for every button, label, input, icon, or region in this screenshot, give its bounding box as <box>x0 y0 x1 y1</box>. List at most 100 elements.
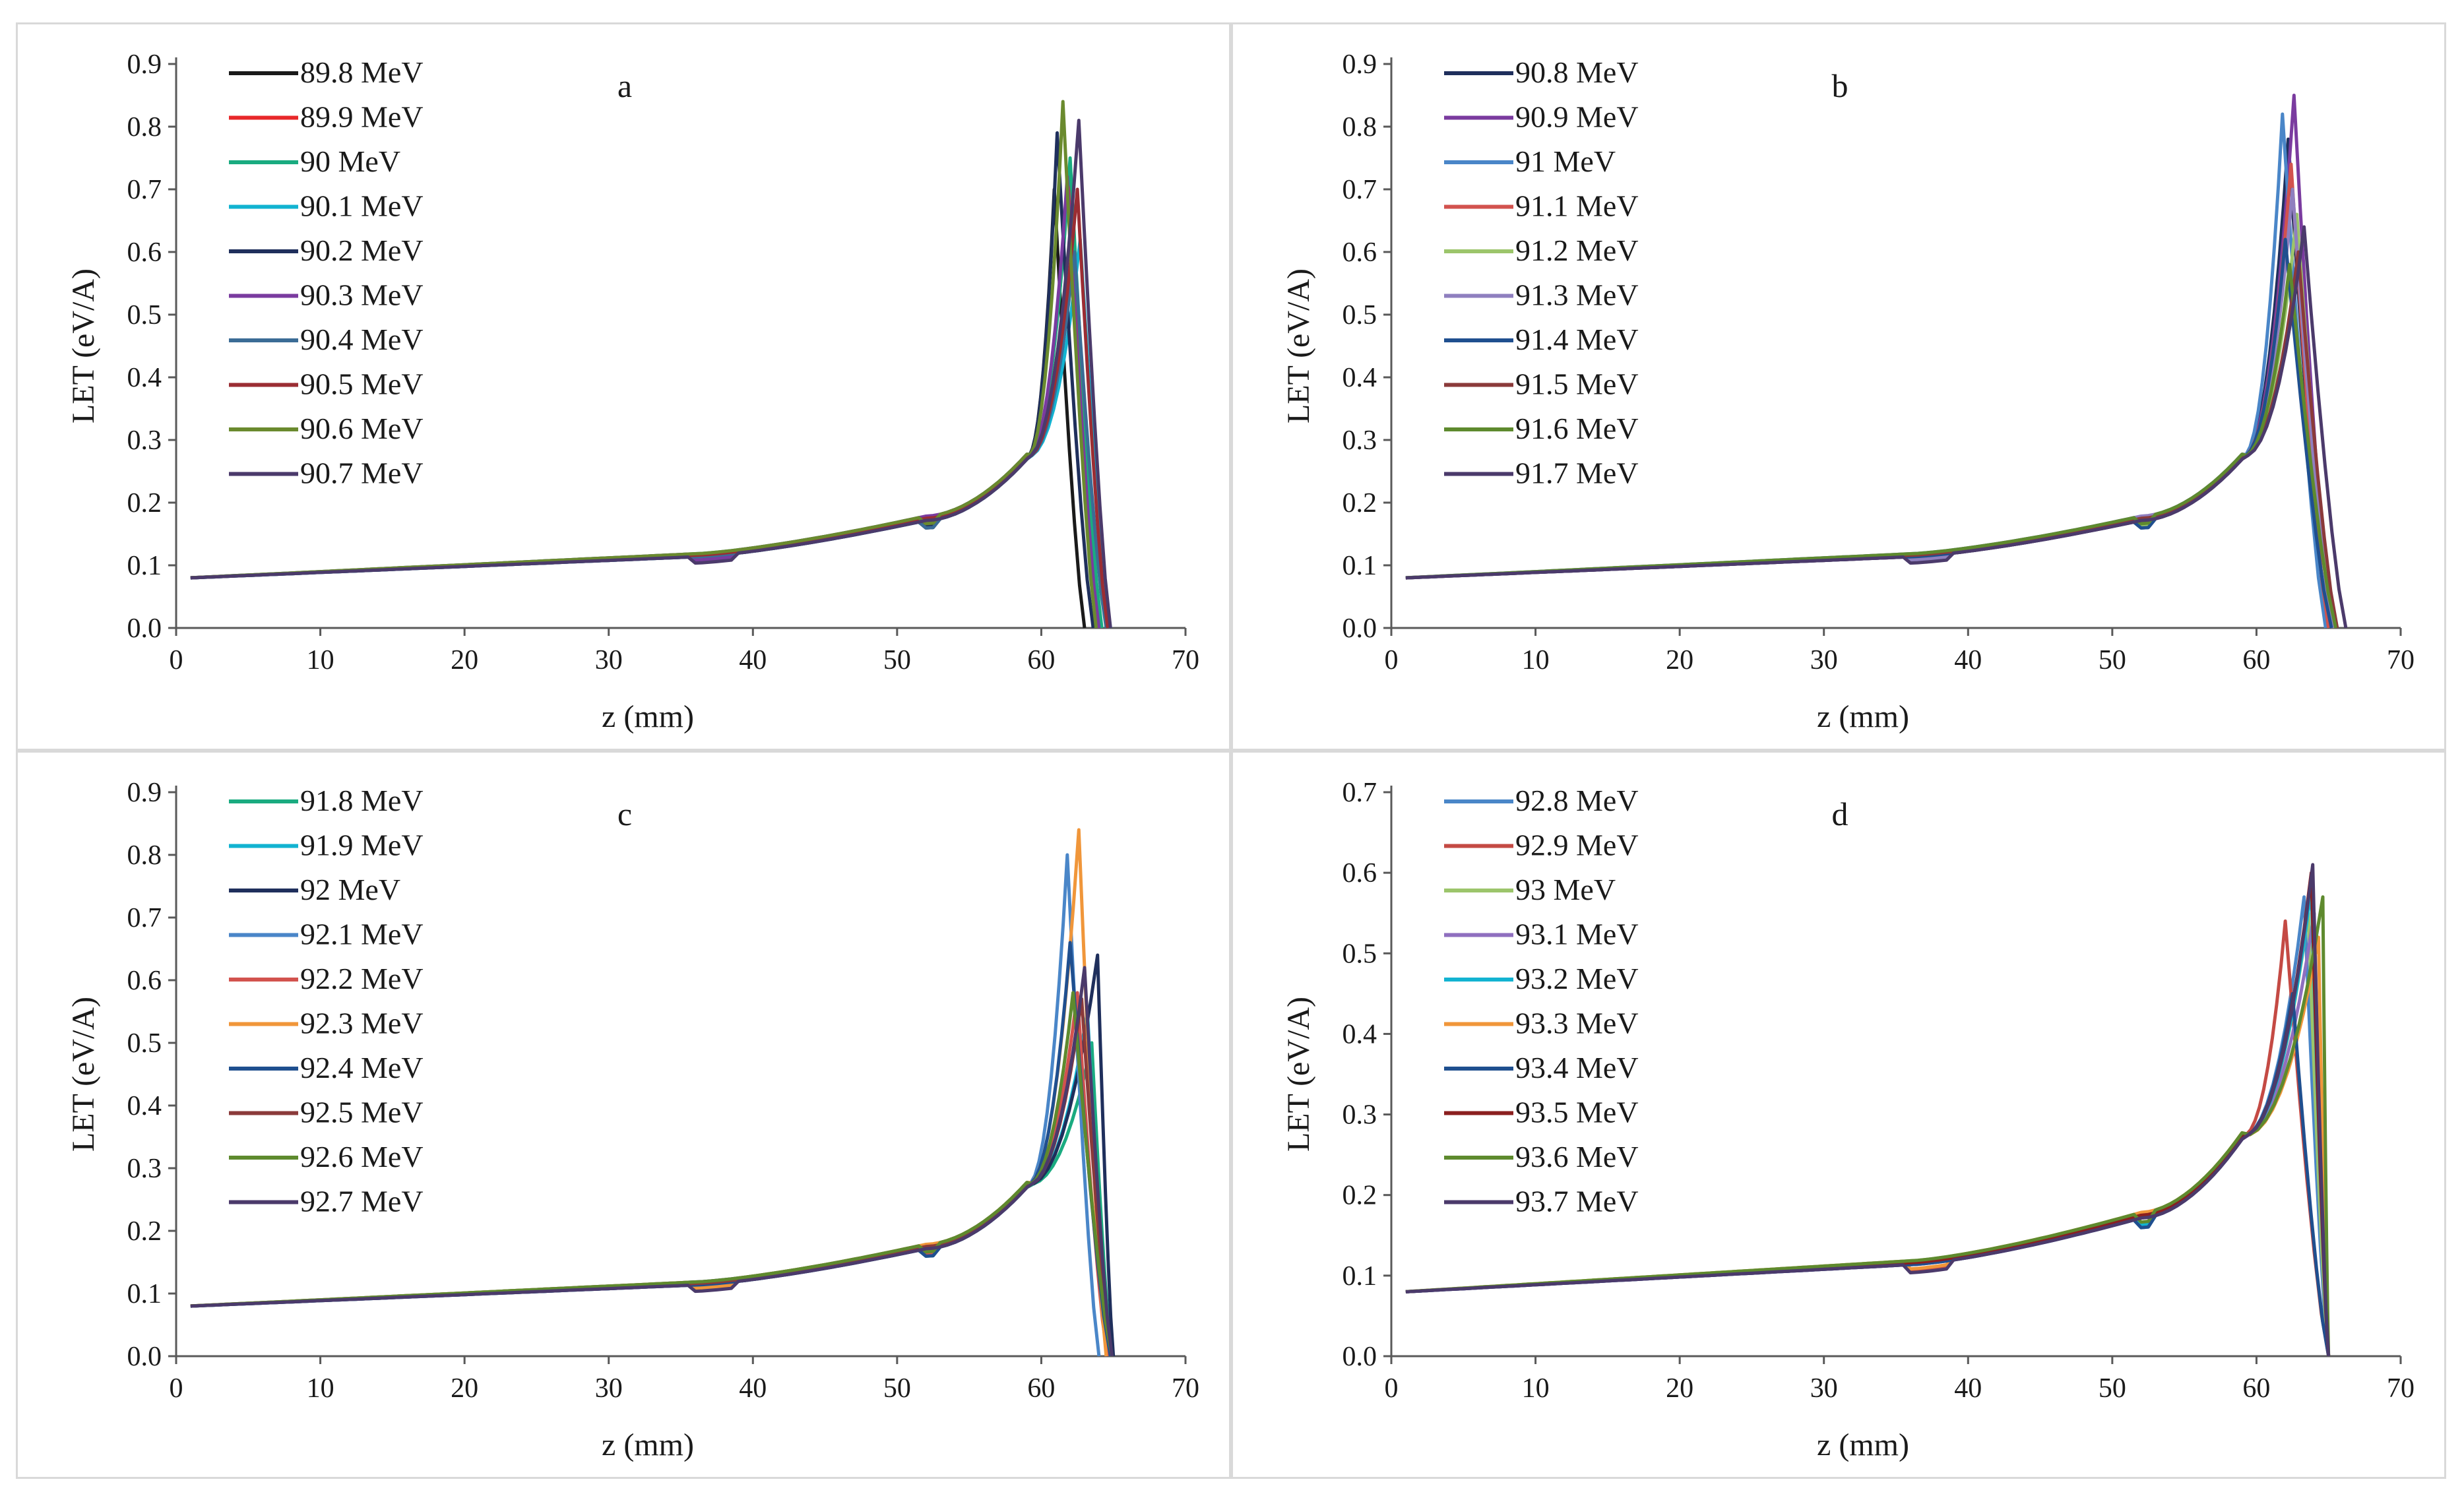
legend-label: 93.6 MeV <box>1515 1140 1639 1173</box>
legend: 91.8 MeV 91.9 MeV 92 MeV 92.1 MeV 92.2 MeV 92… <box>229 784 424 1218</box>
series-group <box>1405 94 2348 629</box>
legend-label: 90.5 MeV <box>300 367 424 401</box>
y-tick-label: 0.0 <box>127 1342 162 1372</box>
chart-a-svg: 0.0 0.1 0.2 0.3 0.4 0.5 0.6 0.7 0.8 0.9 0 10 20 30 40 5… <box>66 49 1199 734</box>
y-tick-label: 0.7 <box>127 175 162 205</box>
legend-label: 93.4 MeV <box>1515 1051 1639 1084</box>
legend-label: 91.3 MeV <box>1515 278 1639 312</box>
series-group <box>190 828 1116 1357</box>
panel-letter: c <box>617 796 632 832</box>
x-tick-label: 0 <box>170 645 183 675</box>
chart-panel-d: 0.0 0.1 0.2 0.3 0.4 0.5 0.6 0.7 0 10 20 30 40 50 60 70 z… <box>1231 751 2446 1479</box>
y-axis-title: LET (eV/A) <box>66 997 101 1152</box>
y-tick-label: 0.6 <box>127 237 162 268</box>
legend: 89.8 MeV 89.9 MeV 90 MeV 90.1 MeV 90.2 MeV 90… <box>229 55 424 490</box>
x-tick-label: 60 <box>2242 1373 2270 1404</box>
x-tick-label: 30 <box>595 1373 623 1404</box>
x-tick-label: 30 <box>1810 1373 1838 1404</box>
series-line <box>190 100 1098 629</box>
y-tick-label: 0.3 <box>127 1154 162 1184</box>
legend-label: 92.2 MeV <box>300 962 424 995</box>
x-tick-label: 60 <box>1027 1373 1055 1404</box>
legend-label: 90.3 MeV <box>300 278 424 312</box>
chart-c-svg: 0.0 0.1 0.2 0.3 0.4 0.5 0.6 0.7 0.8 0.9 0 10 20 30 40 5… <box>66 778 1199 1462</box>
y-axis-title: LET (eV/A) <box>1281 268 1316 423</box>
y-tick-label: 0.4 <box>127 363 162 393</box>
legend-label: 90.2 MeV <box>300 234 424 267</box>
y-tick-label: 0.6 <box>1343 858 1377 889</box>
x-tick-label: 70 <box>1172 1373 1199 1404</box>
x-tick-label: 40 <box>1954 645 1982 675</box>
y-tick-label: 0.2 <box>1343 488 1377 518</box>
legend-label: 91.2 MeV <box>1515 234 1639 267</box>
x-tick-label: 10 <box>307 1373 334 1404</box>
y-tick-label: 0.1 <box>1343 1261 1377 1292</box>
x-tick-label: 20 <box>451 1373 478 1404</box>
x-tick-label: 0 <box>170 1373 183 1404</box>
x-tick-label: 50 <box>2099 1373 2126 1404</box>
legend-label: 91.4 MeV <box>1515 323 1639 356</box>
y-axis-title: LET (eV/A) <box>1281 997 1316 1152</box>
x-axis-title: z (mm) <box>602 1427 694 1462</box>
legend-label: 92.3 MeV <box>300 1007 424 1040</box>
chart-panel-b: 0.0 0.1 0.2 0.3 0.4 0.5 0.6 0.7 0.8 0.9 0 10 20 30 40 5… <box>1231 22 2446 751</box>
x-axis-title: z (mm) <box>1817 699 1909 734</box>
x-tick-label: 50 <box>883 645 911 675</box>
legend-label: 91.7 MeV <box>1515 456 1639 490</box>
legend-label: 93.1 MeV <box>1515 918 1639 951</box>
y-tick-label: 0.3 <box>1343 425 1377 456</box>
panel-letter: b <box>1832 67 1848 104</box>
y-tick-label: 0.8 <box>127 840 162 871</box>
y-axis-title: LET (eV/A) <box>66 268 101 423</box>
legend-label: 92.7 MeV <box>300 1185 424 1218</box>
legend-label: 93.2 MeV <box>1515 962 1639 995</box>
series-line <box>190 119 1112 629</box>
y-tick-label: 0.8 <box>1343 112 1377 142</box>
y-tick-label: 0.1 <box>1343 551 1377 581</box>
chart-b-svg: 0.0 0.1 0.2 0.3 0.4 0.5 0.6 0.7 0.8 0.9 0 10 20 30 40 5… <box>1281 49 2415 734</box>
x-axis-title: z (mm) <box>602 699 694 734</box>
y-tick-label: 0.9 <box>127 778 162 808</box>
legend-label: 91 MeV <box>1515 144 1616 178</box>
legend-label: 90.7 MeV <box>300 456 424 490</box>
legend-label: 90.4 MeV <box>300 323 424 356</box>
legend-label: 92.5 MeV <box>300 1096 424 1129</box>
legend-label: 90 MeV <box>300 144 400 178</box>
legend-label: 89.8 MeV <box>300 55 424 89</box>
legend-label: 91.9 MeV <box>300 828 424 862</box>
x-tick-label: 0 <box>1385 1373 1399 1404</box>
x-tick-label: 70 <box>1172 645 1199 675</box>
x-tick-label: 10 <box>307 645 334 675</box>
legend-label: 90.1 MeV <box>300 189 424 223</box>
legend-label: 93 MeV <box>1515 873 1616 906</box>
y-tick-label: 0.1 <box>127 551 162 581</box>
y-tick-label: 0.5 <box>127 1028 162 1059</box>
x-tick-label: 20 <box>451 645 478 675</box>
series-line <box>190 828 1108 1357</box>
chart-d-svg: 0.0 0.1 0.2 0.3 0.4 0.5 0.6 0.7 0 10 20 30 40 50 60 70 z… <box>1281 778 2415 1462</box>
x-tick-label: 70 <box>2387 645 2415 675</box>
y-tick-label: 0.0 <box>1343 1342 1377 1372</box>
x-tick-label: 20 <box>1666 1373 1693 1404</box>
y-tick-label: 0.5 <box>1343 300 1377 330</box>
x-axis-title: z (mm) <box>1817 1427 1909 1462</box>
x-tick-label: 10 <box>1522 1373 1550 1404</box>
series-line <box>190 966 1114 1357</box>
legend-label: 90.9 MeV <box>1515 100 1639 134</box>
y-tick-label: 0.4 <box>127 1091 162 1121</box>
legend-label: 90.8 MeV <box>1515 55 1639 89</box>
x-tick-label: 60 <box>1027 645 1055 675</box>
x-tick-label: 10 <box>1522 645 1550 675</box>
chart-panel-a: 0.0 0.1 0.2 0.3 0.4 0.5 0.6 0.7 0.8 0.9 0 10 20 30 40 5… <box>16 22 1231 751</box>
y-tick-label: 0.0 <box>127 613 162 644</box>
x-tick-label: 50 <box>883 1373 911 1404</box>
panel-letter: a <box>617 67 632 104</box>
y-tick-label: 0.3 <box>127 425 162 456</box>
y-tick-label: 0.2 <box>127 1216 162 1247</box>
legend-label: 91.5 MeV <box>1515 367 1639 401</box>
legend-label: 91.1 MeV <box>1515 189 1639 223</box>
y-tick-label: 0.1 <box>127 1279 162 1309</box>
y-tick-label: 0.9 <box>127 49 162 80</box>
x-tick-label: 0 <box>1385 645 1399 675</box>
legend-label: 93.5 MeV <box>1515 1096 1639 1129</box>
